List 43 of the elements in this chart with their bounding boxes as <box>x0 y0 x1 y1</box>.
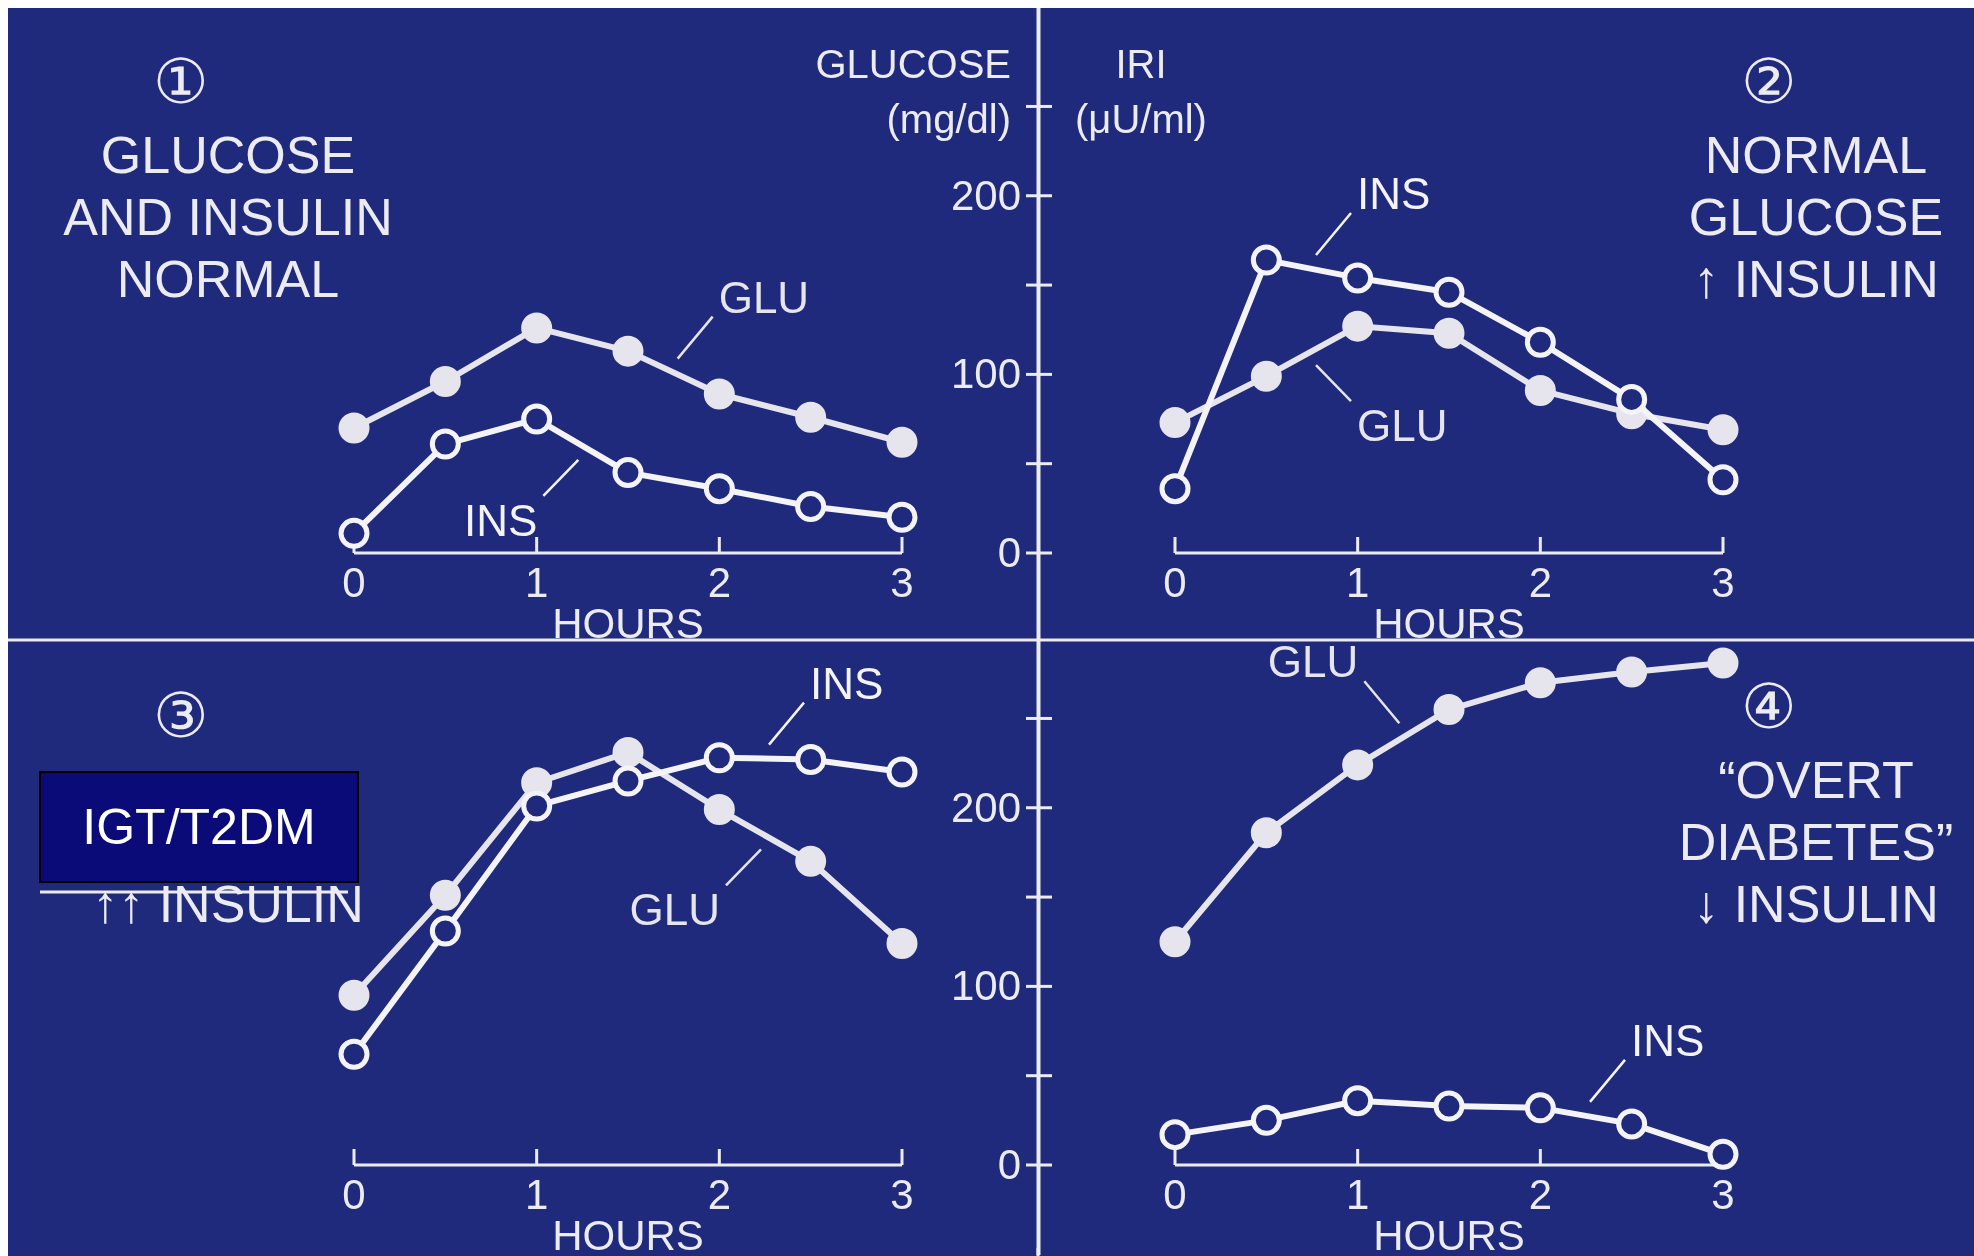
series-label: GLU <box>1267 637 1359 687</box>
text: ④ <box>1741 672 1797 741</box>
x-tick-label: 3 <box>1711 559 1735 606</box>
x-axis-title: HOURS <box>1373 1212 1525 1256</box>
x-tick-label: 1 <box>1345 1171 1370 1218</box>
text: NORMAL GLUCOSE ↑ INSULIN <box>1688 126 1944 308</box>
y-tick-label: 200 <box>950 783 1021 831</box>
legend-label: GLU <box>1357 401 1448 451</box>
text: “OVERT DIABETES” ↓ INSULIN <box>1678 751 1954 933</box>
x-axis-title: HOURS <box>552 600 704 647</box>
x-tick-label: 1 <box>1345 559 1370 606</box>
y-tick-label: 200 <box>950 171 1021 219</box>
series-label: INS <box>1357 168 1431 218</box>
x-tick-label: 2 <box>707 1171 732 1218</box>
x-tick-label: 1 <box>524 1171 549 1218</box>
x-tick-label: 1 <box>524 559 549 606</box>
y-tick-label: 100 <box>950 350 1021 398</box>
text: ① <box>153 47 209 116</box>
x-tick-label: 3 <box>1711 1171 1735 1218</box>
x-tick-label: 3 <box>890 1171 914 1218</box>
y-axis-title: IRI (μU/ml) <box>1075 42 1207 141</box>
y-tick-label: 100 <box>950 962 1021 1010</box>
legend-label: INS <box>463 495 538 545</box>
text: ② <box>1741 47 1797 116</box>
x-axis-title: HOURS <box>552 1212 704 1256</box>
y-axis-title: GLUCOSE (mg/dl) <box>815 42 1011 141</box>
x-tick-label: 0 <box>342 1171 366 1218</box>
series-label: GLU <box>718 272 810 322</box>
text: ③ <box>153 681 209 750</box>
y-tick-label: 0 <box>997 529 1021 576</box>
series-label: INS <box>810 658 884 708</box>
x-tick-label: 0 <box>1163 1171 1187 1218</box>
text: GLUCOSE AND INSULIN NORMAL <box>63 126 393 308</box>
x-tick-label: 0 <box>342 559 366 606</box>
x-tick-label: 2 <box>1528 1171 1553 1218</box>
x-tick-label: 3 <box>890 559 914 606</box>
series-label: INS <box>1631 1015 1705 1065</box>
x-tick-label: 0 <box>1163 559 1187 606</box>
x-axis-title: HOURS <box>1373 600 1525 647</box>
legend-label: GLU <box>629 885 720 935</box>
x-tick-label: 2 <box>1528 559 1553 606</box>
y-tick-label: 0 <box>997 1141 1021 1188</box>
x-tick-label: 2 <box>707 559 732 606</box>
